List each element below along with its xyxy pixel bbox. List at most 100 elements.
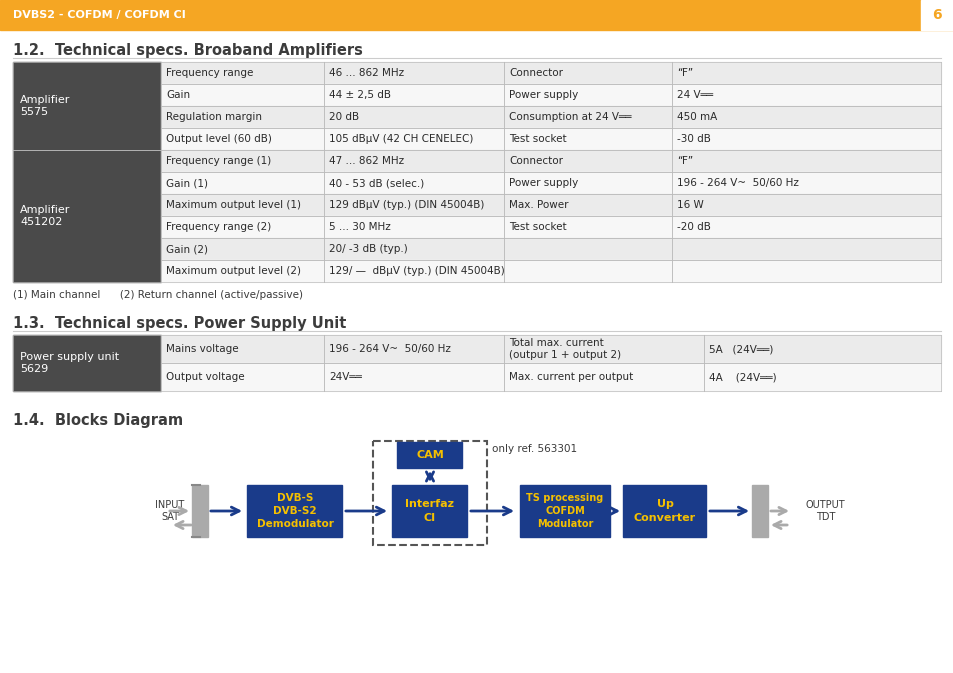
Text: -30 dB: -30 dB: [677, 134, 710, 144]
Bar: [503, 106, 671, 128]
Bar: [324, 150, 503, 172]
Text: 196 - 264 V~  50/60 Hz: 196 - 264 V~ 50/60 Hz: [677, 178, 798, 188]
Text: Gain: Gain: [166, 90, 190, 100]
Text: Gain (2): Gain (2): [166, 244, 208, 254]
Text: Interfaz
CI: Interfaz CI: [405, 499, 454, 523]
Text: Consumption at 24 V══: Consumption at 24 V══: [509, 112, 631, 122]
Bar: [324, 172, 503, 194]
Bar: [671, 106, 940, 128]
Bar: [161, 106, 324, 128]
Bar: [503, 172, 671, 194]
Text: Output voltage: Output voltage: [166, 372, 244, 382]
Text: DVB-S
DVB-S2
Demodulator: DVB-S DVB-S2 Demodulator: [256, 493, 334, 529]
Text: Max. current per output: Max. current per output: [509, 372, 633, 382]
Bar: [519, 485, 609, 537]
Text: 46 ... 862 MHz: 46 ... 862 MHz: [329, 68, 404, 78]
Bar: [503, 363, 703, 391]
Bar: [503, 238, 671, 260]
Text: Amplifier
5575: Amplifier 5575: [20, 95, 71, 117]
Text: 20 dB: 20 dB: [329, 112, 358, 122]
Bar: [503, 150, 671, 172]
Bar: [161, 194, 324, 216]
Text: Connector: Connector: [509, 156, 562, 166]
Text: 1.3.  Technical specs. Power Supply Unit: 1.3. Technical specs. Power Supply Unit: [13, 316, 346, 331]
Bar: [671, 128, 940, 150]
Text: Max. Power: Max. Power: [509, 200, 568, 210]
Bar: [503, 128, 671, 150]
Text: 129 dBµV (typ.) (DIN 45004B): 129 dBµV (typ.) (DIN 45004B): [329, 200, 484, 210]
Bar: [161, 62, 324, 84]
Bar: [671, 84, 940, 106]
Bar: [161, 128, 324, 150]
Bar: [324, 363, 503, 391]
Bar: [13, 62, 161, 150]
Text: 129/ —  dBµV (typ.) (DIN 45004B): 129/ — dBµV (typ.) (DIN 45004B): [329, 266, 504, 276]
Bar: [397, 442, 462, 468]
Text: 44 ± 2,5 dB: 44 ± 2,5 dB: [329, 90, 391, 100]
Text: Power supply: Power supply: [509, 178, 578, 188]
Bar: [373, 441, 486, 545]
Bar: [324, 84, 503, 106]
Bar: [671, 150, 940, 172]
Bar: [503, 194, 671, 216]
Bar: [703, 363, 940, 391]
Bar: [324, 216, 503, 238]
Bar: [671, 260, 940, 282]
Text: Regulation margin: Regulation margin: [166, 112, 262, 122]
Bar: [503, 84, 671, 106]
Text: 4A    (24V══): 4A (24V══): [708, 372, 776, 382]
Bar: [324, 238, 503, 260]
Text: Test socket: Test socket: [509, 134, 566, 144]
Text: Output level (60 dB): Output level (60 dB): [166, 134, 272, 144]
Bar: [192, 485, 208, 537]
Bar: [671, 172, 940, 194]
Bar: [324, 194, 503, 216]
Text: Test socket: Test socket: [509, 222, 566, 232]
Text: Connector: Connector: [509, 68, 562, 78]
Bar: [324, 106, 503, 128]
Text: 450 mA: 450 mA: [677, 112, 717, 122]
Bar: [392, 485, 467, 537]
Bar: [503, 335, 703, 363]
Bar: [671, 238, 940, 260]
Bar: [13, 335, 161, 391]
Text: Gain (1): Gain (1): [166, 178, 208, 188]
Text: 1.4.  Blocks Diagram: 1.4. Blocks Diagram: [13, 413, 183, 428]
Bar: [671, 194, 940, 216]
Text: Maximum output level (2): Maximum output level (2): [166, 266, 301, 276]
Bar: [920, 0, 953, 30]
Text: 40 - 53 dB (selec.): 40 - 53 dB (selec.): [329, 178, 424, 188]
Text: Frequency range (2): Frequency range (2): [166, 222, 271, 232]
Text: Total max. current
(outpur 1 + output 2): Total max. current (outpur 1 + output 2): [509, 339, 620, 360]
Bar: [623, 485, 706, 537]
Bar: [161, 84, 324, 106]
Bar: [161, 150, 324, 172]
Bar: [503, 62, 671, 84]
Bar: [13, 150, 161, 282]
Text: only ref. 563301: only ref. 563301: [492, 444, 577, 454]
Text: 16 W: 16 W: [677, 200, 703, 210]
Bar: [751, 485, 767, 537]
Bar: [503, 216, 671, 238]
Text: 5 ... 30 MHz: 5 ... 30 MHz: [329, 222, 391, 232]
Bar: [161, 363, 324, 391]
Text: 105 dBµV (42 CH CENELEC): 105 dBµV (42 CH CENELEC): [329, 134, 473, 144]
Text: 24V══: 24V══: [329, 372, 361, 382]
Text: 196 - 264 V~  50/60 Hz: 196 - 264 V~ 50/60 Hz: [329, 344, 451, 354]
Text: Power supply unit
5629: Power supply unit 5629: [20, 352, 119, 374]
Text: “F”: “F”: [677, 68, 693, 78]
Bar: [324, 128, 503, 150]
Bar: [0, 0, 953, 30]
Text: “F”: “F”: [677, 156, 693, 166]
Text: OUTPUT
TDT: OUTPUT TDT: [805, 500, 844, 522]
Text: DVBS2 - COFDM / COFDM CI: DVBS2 - COFDM / COFDM CI: [13, 10, 186, 20]
Text: (1) Main channel      (2) Return channel (active/passive): (1) Main channel (2) Return channel (act…: [13, 290, 303, 300]
Text: 1.2.  Technical specs. Broaband Amplifiers: 1.2. Technical specs. Broaband Amplifier…: [13, 42, 362, 57]
Text: 24 V══: 24 V══: [677, 90, 713, 100]
Bar: [161, 260, 324, 282]
Text: 5A   (24V══): 5A (24V══): [708, 344, 773, 354]
Bar: [324, 62, 503, 84]
Bar: [503, 260, 671, 282]
Bar: [161, 238, 324, 260]
Text: Mains voltage: Mains voltage: [166, 344, 238, 354]
